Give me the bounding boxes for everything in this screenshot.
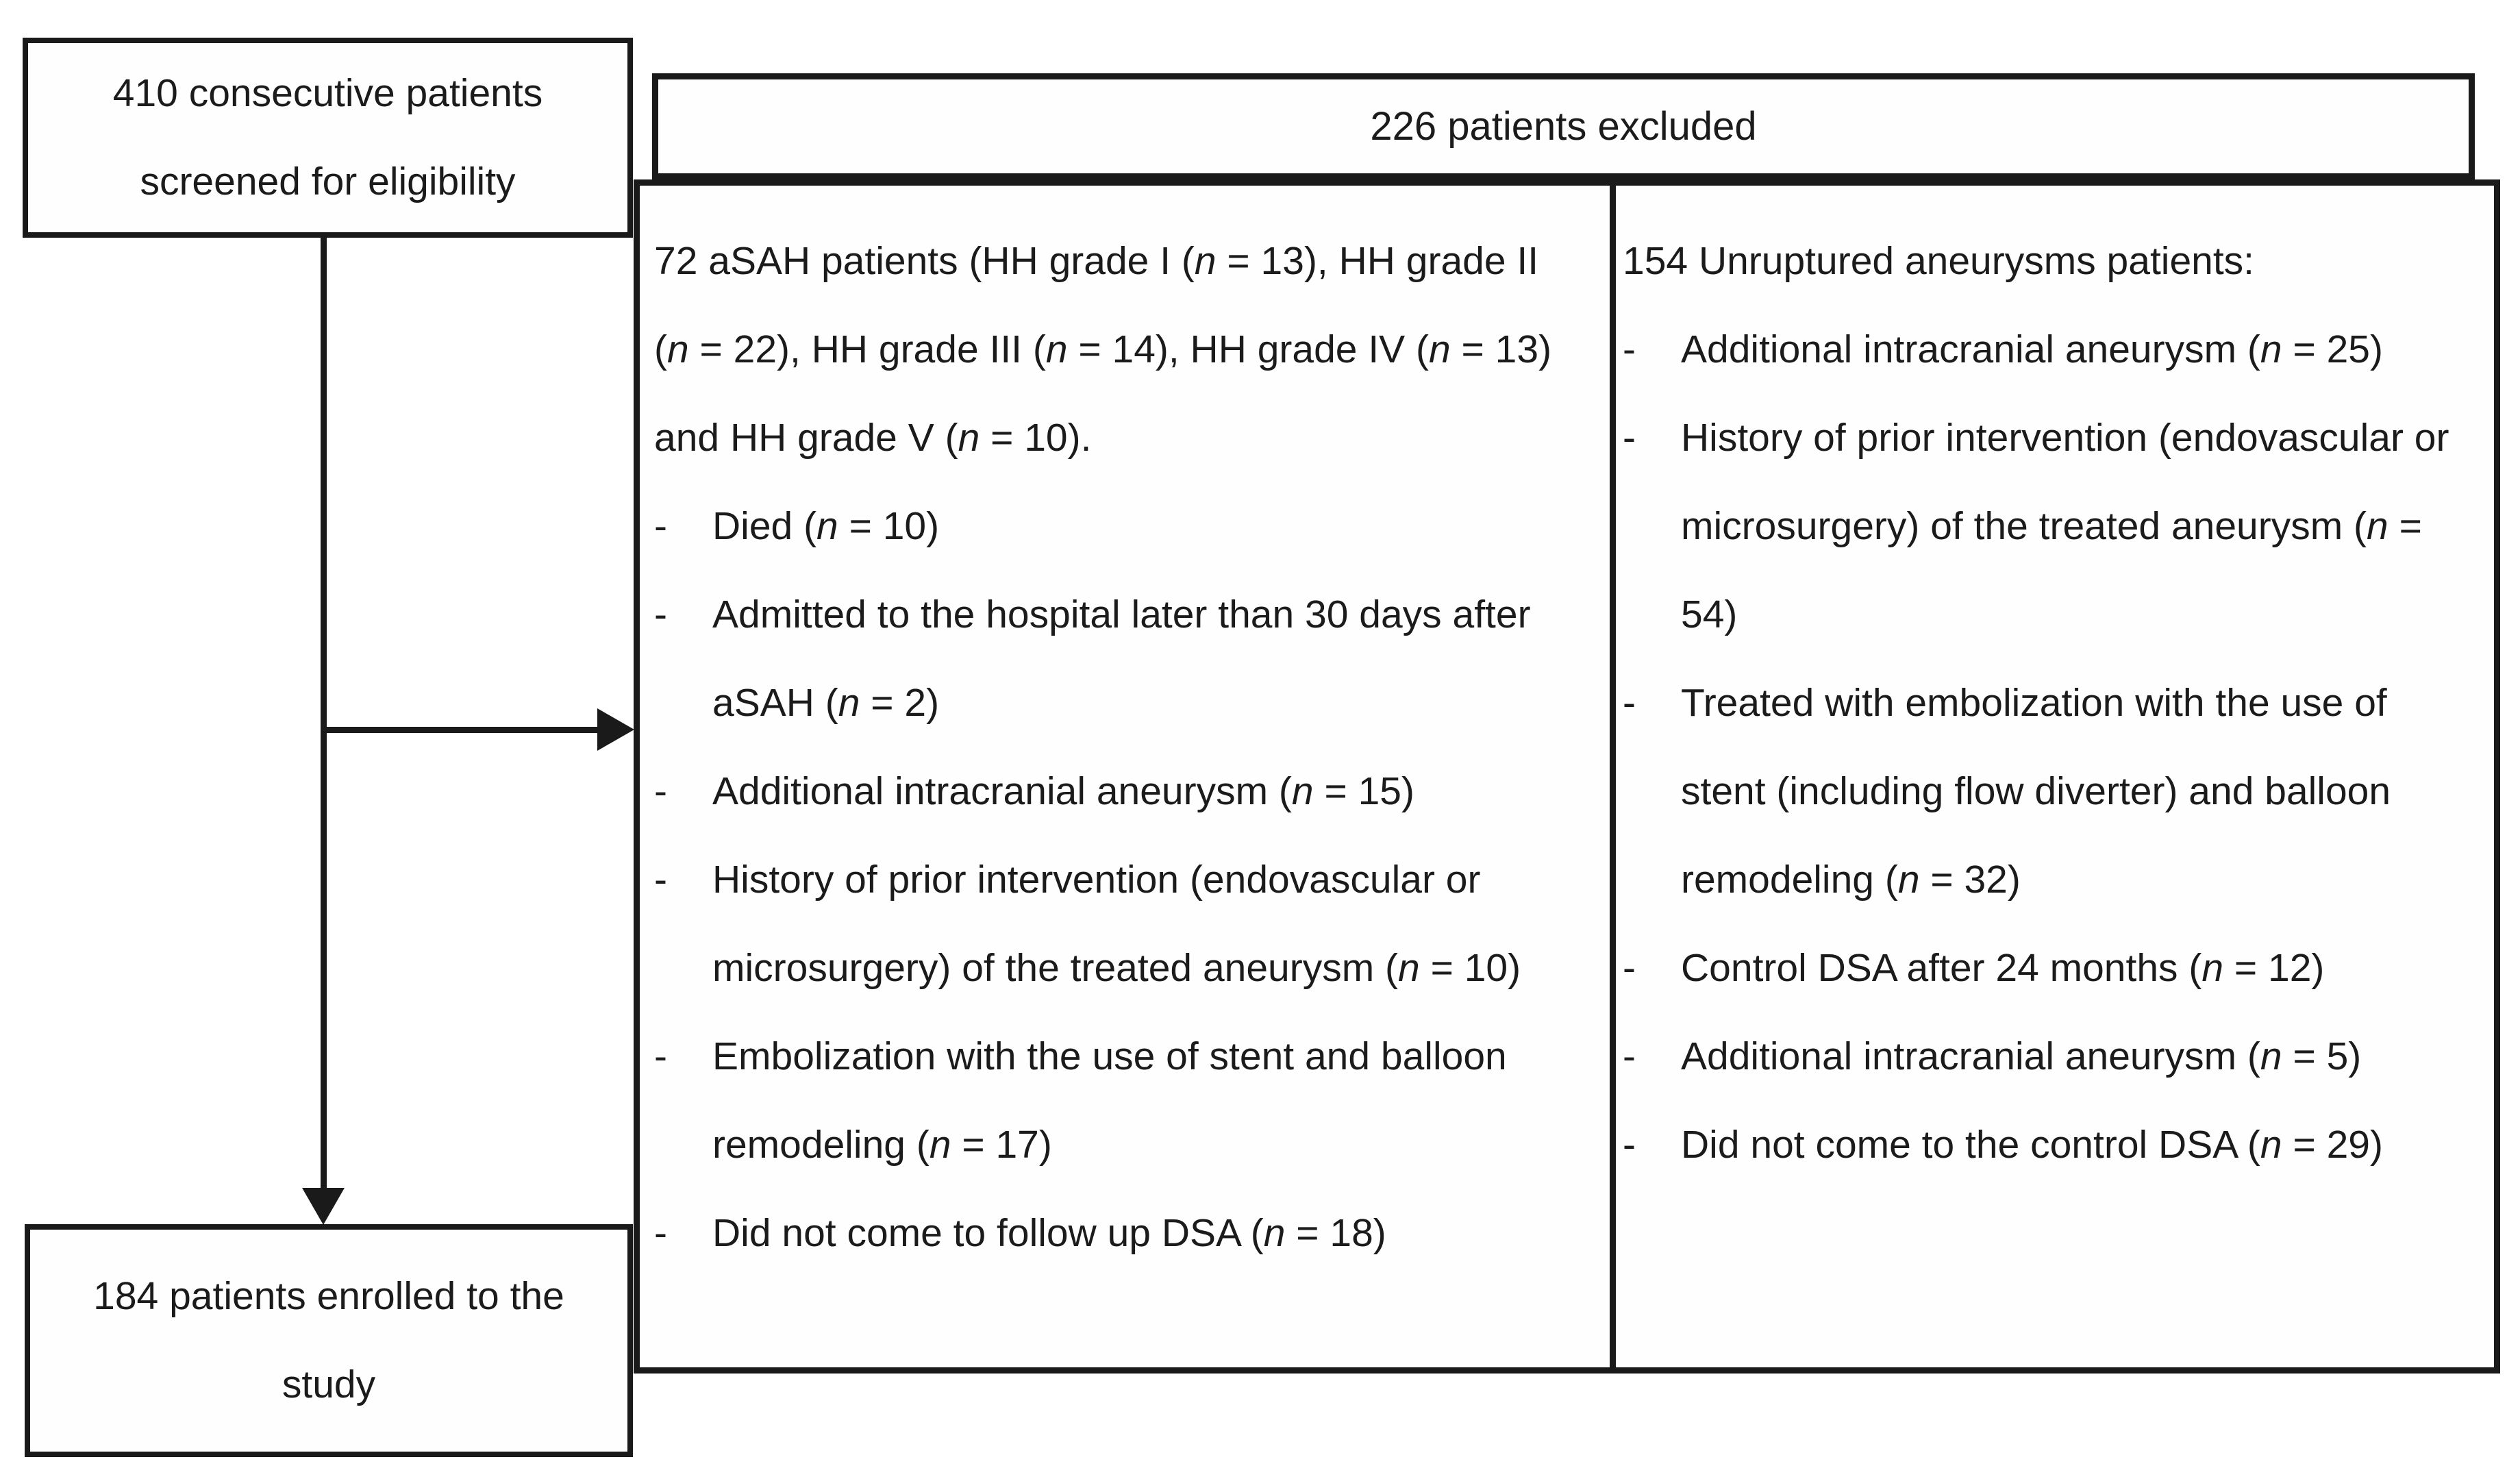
exclusion-item: - Embolization with the use of stent and… <box>654 1012 1584 1189</box>
column-divider <box>1610 186 1616 1367</box>
exclusion-item-text: Did not come to the control DSA (n = 29) <box>1681 1123 2383 1167</box>
down-arrowhead-icon <box>302 1188 345 1225</box>
bullet-marker: - <box>654 1211 667 1255</box>
exclusion-item: - Admitted to the hospital later than 30… <box>654 571 1584 747</box>
bullet-marker: - <box>654 593 667 636</box>
bullet-marker: - <box>1623 327 1636 371</box>
bullet-marker: - <box>1623 416 1636 460</box>
bullet-marker: - <box>654 1034 667 1078</box>
exclusion-item: - Control DSA after 24 months (n = 12) <box>1623 924 2482 1012</box>
screened-box-text: 410 consecutive patients screened for el… <box>112 71 543 203</box>
excluded-left-column: 72 aSAH patients (HH grade I (n = 13), H… <box>640 186 1610 1367</box>
excluded-header-box: 226 patients excluded <box>652 73 2475 179</box>
exclusion-item-text: Did not come to follow up DSA (n = 18) <box>712 1211 1386 1255</box>
excluded-title: 226 patients excluded <box>1370 104 1757 149</box>
exclusion-item-text: Treated with embolization with the use o… <box>1681 681 2391 902</box>
exclusion-item-text: Control DSA after 24 months (n = 12) <box>1681 946 2325 990</box>
bullet-marker: - <box>654 504 667 548</box>
exclusion-item: - History of prior intervention (endovas… <box>1623 394 2482 659</box>
right-arrow-line <box>323 727 601 733</box>
exclusion-item-text: Additional intracranial aneurysm (n = 25… <box>1681 327 2383 371</box>
excluded-right-column: 154 Unruptured aneurysms patients: - Add… <box>1616 186 2494 1367</box>
bullet-marker: - <box>654 858 667 902</box>
exclusion-item: - Additional intracranial aneurysm (n = … <box>1623 1012 2482 1101</box>
bullet-marker: - <box>1623 1034 1636 1078</box>
exclusion-item: - Did not come to the control DSA (n = 2… <box>1623 1101 2482 1189</box>
exclusion-item-text: Additional intracranial aneurysm (n = 5) <box>1681 1034 2362 1078</box>
bullet-marker: - <box>1623 681 1636 725</box>
exclusion-item-text: Embolization with the use of stent and b… <box>712 1034 1507 1167</box>
excluded-body-box: 72 aSAH patients (HH grade I (n = 13), H… <box>634 179 2500 1374</box>
exclusion-item-text: Additional intracranial aneurysm (n = 15… <box>712 769 1414 813</box>
exclusion-item-text: Admitted to the hospital later than 30 d… <box>712 593 1531 725</box>
exclusion-item: - Did not come to follow up DSA (n = 18) <box>654 1189 1584 1278</box>
exclusion-item: - Additional intracranial aneurysm (n = … <box>654 747 1584 836</box>
right-arrowhead-icon <box>597 708 634 751</box>
exclusion-item: - Died (n = 10) <box>654 482 1584 571</box>
exclusion-item: - Treated with embolization with the use… <box>1623 659 2482 924</box>
enrolled-box-text: 184 patients enrolled to the study <box>93 1274 564 1406</box>
exclusion-item-text: History of prior intervention (endovascu… <box>712 858 1521 990</box>
exclusion-item: - History of prior intervention (endovas… <box>654 836 1584 1012</box>
exclusion-item: - Additional intracranial aneurysm (n = … <box>1623 306 2482 394</box>
screened-box: 410 consecutive patients screened for el… <box>23 38 633 238</box>
left-column-intro: 72 aSAH patients (HH grade I (n = 13), H… <box>654 239 1552 460</box>
bullet-marker: - <box>1623 946 1636 990</box>
down-arrow-line <box>321 238 327 1190</box>
bullet-marker: - <box>1623 1123 1636 1167</box>
exclusion-item-text: Died (n = 10) <box>712 504 940 548</box>
enrolled-box: 184 patients enrolled to the study <box>25 1224 633 1457</box>
right-column-intro: 154 Unruptured aneurysms patients: <box>1623 239 2255 283</box>
bullet-marker: - <box>654 769 667 813</box>
exclusion-item-text: History of prior intervention (endovascu… <box>1681 416 2449 636</box>
